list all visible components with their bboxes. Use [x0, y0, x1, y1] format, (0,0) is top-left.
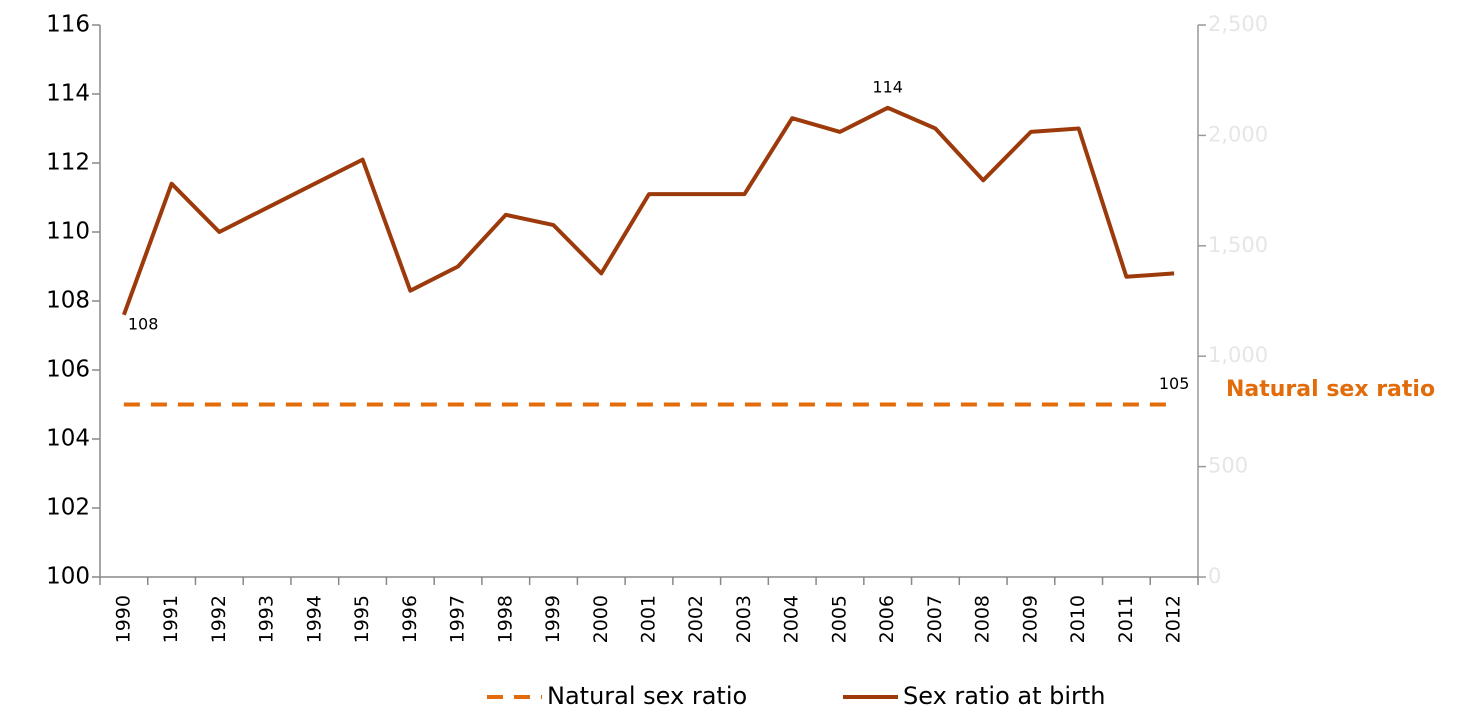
x-tick-label: 2001 — [638, 595, 660, 643]
y-tick-label: 100 — [46, 564, 90, 590]
annotation: Natural sex ratio — [1226, 377, 1435, 402]
x-tick-label: 1999 — [542, 595, 564, 643]
x-tick-label: 1998 — [494, 595, 516, 643]
line-series — [122, 105, 1175, 316]
x-tick-label: 2011 — [1115, 595, 1137, 643]
x-tick-label: 2002 — [685, 595, 707, 643]
x-tick-label: 2005 — [828, 595, 850, 643]
x-tick-label: 1990 — [112, 595, 134, 643]
x-tick-label: 2003 — [733, 595, 755, 643]
x-tick-label: 2007 — [924, 595, 946, 643]
y2-tick-label: 1,000 — [1208, 343, 1268, 367]
y2-tick-label: 500 — [1208, 454, 1248, 478]
x-tick-label: 1994 — [303, 595, 325, 643]
x-tick-label: 1997 — [447, 595, 469, 643]
y2-tick-label: 2,500 — [1208, 12, 1268, 36]
y-tick-label: 110 — [46, 219, 90, 245]
x-tick-label: 1996 — [399, 595, 421, 643]
y-tick-label: 106 — [46, 357, 90, 383]
y2-tick-label: 0 — [1208, 564, 1221, 588]
y-tick-label: 112 — [46, 150, 90, 176]
y-tick-label: 114 — [46, 81, 90, 107]
data-label: 105 — [1159, 374, 1190, 393]
legend-label: Natural sex ratio — [547, 682, 747, 710]
y-tick-label: 108 — [46, 288, 90, 314]
x-tick-label: 2009 — [1019, 595, 1041, 643]
x-tick-label: 2000 — [590, 595, 612, 643]
x-tick-label: 2010 — [1067, 595, 1089, 643]
y-tick-label: 104 — [46, 426, 90, 452]
x-tick-label: 1991 — [160, 595, 182, 643]
x-tick-label: 2008 — [972, 595, 994, 643]
x-tick-label: 2012 — [1163, 595, 1185, 643]
y-tick-label: 116 — [46, 12, 90, 38]
y2-tick-label: 2,000 — [1208, 122, 1268, 146]
x-tick-label: 1995 — [351, 595, 373, 643]
data-label: 108 — [128, 314, 159, 333]
y2-tick-label: 1,500 — [1208, 233, 1268, 257]
x-tick-label: 1992 — [208, 595, 230, 643]
data-label: 114 — [872, 77, 903, 96]
x-tick-label: 2004 — [781, 595, 803, 643]
y-tick-label: 102 — [46, 495, 90, 521]
legend-label: Sex ratio at birth — [903, 682, 1106, 710]
x-tick-label: 2006 — [876, 595, 898, 643]
x-tick-label: 1993 — [256, 595, 278, 643]
